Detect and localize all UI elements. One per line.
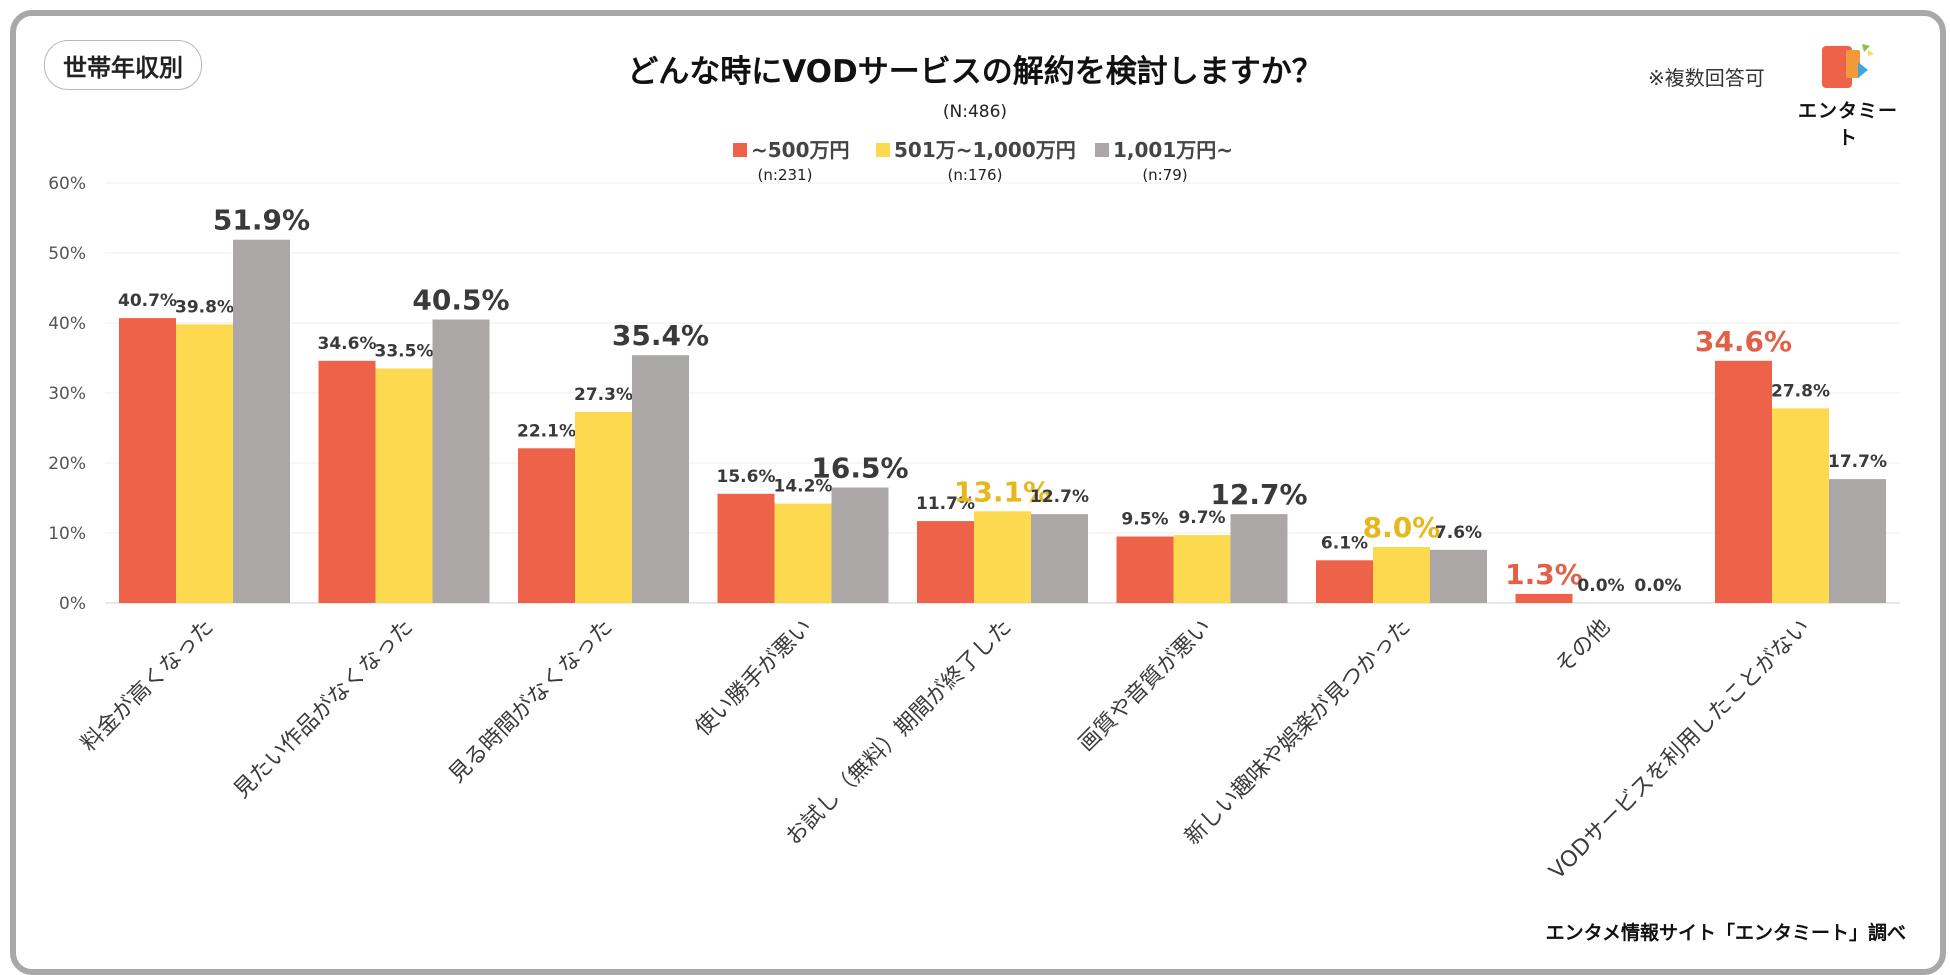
bar — [774, 503, 832, 603]
bar — [1230, 514, 1288, 603]
data-label: 15.6% — [717, 467, 776, 487]
data-label-highlight: 12.7% — [1210, 478, 1307, 511]
logo-text: エンタミート — [1797, 100, 1898, 149]
x-category-label: お試し（無料）期間が終了した — [781, 615, 1016, 850]
bar — [119, 318, 176, 603]
y-tick-label: 30% — [48, 384, 86, 404]
multiple-answer-note: ※複数回答可 — [1648, 66, 1765, 90]
x-category-label: 見る時間がなくなった — [444, 615, 617, 788]
legend-swatch — [876, 143, 890, 157]
bar — [917, 521, 974, 603]
source-credit: エンタメ情報サイト「エンタミート」調べ — [1545, 922, 1906, 944]
bar — [1515, 593, 1573, 603]
x-category-label: 料金が高くなった — [77, 615, 219, 757]
bar — [717, 493, 775, 603]
data-label-highlight: 34.6% — [1695, 325, 1792, 358]
logo-icon — [1822, 44, 1874, 88]
bar — [1173, 535, 1231, 603]
x-category-label: その他 — [1551, 615, 1615, 679]
bar — [518, 448, 575, 603]
legend-sample-size: (n:79) — [1142, 166, 1187, 184]
entameet-logo: エンタミート — [1792, 40, 1904, 149]
data-label: 40.7% — [118, 291, 177, 311]
data-label: 11.7% — [916, 494, 975, 514]
bar — [632, 355, 689, 603]
legend-sample-size: (n:231) — [758, 166, 813, 184]
bar — [1829, 479, 1886, 603]
data-label: 34.6% — [318, 334, 377, 354]
data-label: 9.5% — [1121, 510, 1168, 530]
bar — [1116, 536, 1174, 603]
chart-title: どんな時にVODサービスの解約を検討しますか？ — [627, 54, 1323, 90]
legend-sample-size: (n:176) — [948, 166, 1003, 184]
data-label: 9.7% — [1178, 508, 1225, 528]
data-label-highlight: 51.9% — [213, 204, 310, 237]
data-label-highlight: 35.4% — [612, 319, 709, 352]
data-label: 6.1% — [1321, 533, 1368, 553]
x-category-label: 新しい趣味や娯楽が見つかった — [1180, 615, 1415, 850]
segment-badge: 世帯年収別 — [44, 40, 202, 90]
data-label: 12.7% — [1030, 487, 1089, 507]
bar — [432, 319, 490, 603]
legend-swatch — [1095, 143, 1109, 157]
y-tick-label: 50% — [48, 244, 86, 264]
data-label-highlight: 1.3% — [1505, 558, 1583, 591]
data-label: 7.6% — [1435, 523, 1482, 543]
data-label-highlight: 8.0% — [1363, 511, 1441, 544]
data-label: 0.0% — [1577, 576, 1624, 596]
y-tick-label: 0% — [59, 594, 86, 614]
y-tick-label: 60% — [48, 174, 86, 194]
bar — [1430, 549, 1487, 603]
bar — [176, 324, 233, 603]
data-label-highlight: 16.5% — [811, 452, 908, 485]
data-label: 14.2% — [774, 477, 833, 497]
bar — [318, 360, 376, 603]
data-label: 17.7% — [1828, 452, 1887, 472]
legend-label: 501万~1,000万円 — [894, 138, 1076, 162]
x-category-label: 画質や音質が悪い — [1074, 615, 1216, 757]
legend-swatch — [733, 143, 747, 157]
data-label: 0.0% — [1634, 576, 1681, 596]
bar — [1316, 560, 1373, 603]
bar — [1031, 514, 1088, 603]
x-category-label: 使い勝手が悪い — [691, 615, 818, 742]
legend-label: ~500万円 — [751, 138, 850, 162]
bar — [1715, 360, 1772, 603]
y-tick-label: 20% — [48, 454, 86, 474]
data-label: 27.8% — [1771, 381, 1830, 401]
bar — [1772, 408, 1829, 603]
data-label: 33.5% — [375, 342, 434, 362]
legend-label: 1,001万円~ — [1113, 138, 1233, 162]
data-label-highlight: 13.1% — [954, 475, 1051, 508]
bar — [1373, 547, 1430, 603]
bar — [831, 487, 889, 603]
data-label-highlight: 40.5% — [412, 284, 509, 317]
bar — [974, 511, 1031, 603]
data-label: 27.3% — [574, 385, 633, 405]
bar — [375, 368, 433, 603]
bar — [575, 411, 632, 603]
chart-sample-size: (N:486) — [942, 102, 1008, 122]
data-label: 22.1% — [517, 421, 576, 441]
y-tick-label: 40% — [48, 314, 86, 334]
x-category-label: 見たい作品がなくなった — [229, 615, 418, 804]
data-label: 39.8% — [175, 297, 234, 317]
bar — [233, 239, 290, 603]
y-tick-label: 10% — [48, 524, 86, 544]
